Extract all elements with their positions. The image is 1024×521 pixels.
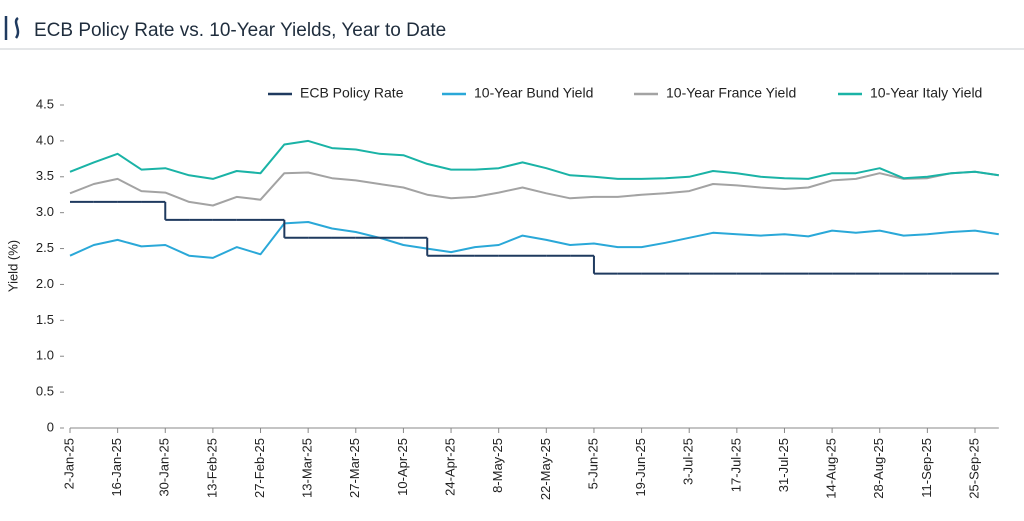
x-tick-label: 19-Jun-25 (633, 438, 648, 497)
x-tick-label: 14-Aug-25 (824, 438, 839, 499)
y-tick-label: 3.0 (36, 204, 54, 219)
x-tick-label: 10-Apr-25 (395, 438, 410, 496)
y-tick-label: 0 (47, 419, 54, 434)
logo (4, 16, 20, 40)
series-line (69, 221, 999, 259)
x-tick-label: 28-Aug-25 (871, 438, 886, 499)
chart-title: ECB Policy Rate vs. 10-Year Yields, Year… (34, 20, 446, 41)
y-tick-label: 0.5 (36, 384, 54, 399)
x-tick-label: 2-Jan-25 (61, 438, 76, 489)
y-tick-label: 4.0 (36, 132, 54, 147)
x-tick-label: 27-Feb-25 (252, 438, 267, 498)
x-tick-label: 16-Jan-25 (109, 438, 124, 497)
series-line (69, 139, 999, 180)
x-tick-label: 11-Sep-25 (919, 438, 934, 498)
legend-label: 10-Year France Yield (666, 85, 796, 101)
series-line (69, 170, 999, 207)
legend-label: ECB Policy Rate (300, 85, 404, 101)
legend-label: 10-Year Italy Yield (870, 85, 982, 101)
x-tick-label: 27-Mar-25 (347, 438, 362, 498)
y-axis-label: Yield (%) (5, 240, 20, 292)
x-tick-label: 3-Jul-25 (681, 438, 696, 485)
y-tick-label: 1.0 (36, 348, 54, 363)
y-tick-label: 3.5 (36, 168, 54, 183)
y-tick-label: 2.5 (36, 240, 54, 255)
y-tick-label: 1.5 (36, 312, 54, 327)
x-tick-label: 8-May-25 (490, 438, 505, 493)
y-tick-label: 4.5 (36, 96, 54, 111)
y-tick-label: 2.0 (36, 276, 54, 291)
x-tick-label: 17-Jul-25 (728, 438, 743, 492)
x-tick-label: 13-Mar-25 (300, 438, 315, 498)
x-tick-label: 13-Feb-25 (204, 438, 219, 498)
x-tick-label: 30-Jan-25 (157, 438, 172, 497)
x-tick-label: 24-Apr-25 (442, 438, 457, 496)
x-tick-label: 25-Sep-25 (966, 438, 981, 499)
x-tick-label: 31-Jul-25 (776, 438, 791, 492)
legend-label: 10-Year Bund Yield (474, 85, 593, 101)
x-tick-label: 22-May-25 (538, 438, 553, 500)
logo-mark (14, 16, 20, 39)
x-tick-label: 5-Jun-25 (585, 438, 600, 489)
